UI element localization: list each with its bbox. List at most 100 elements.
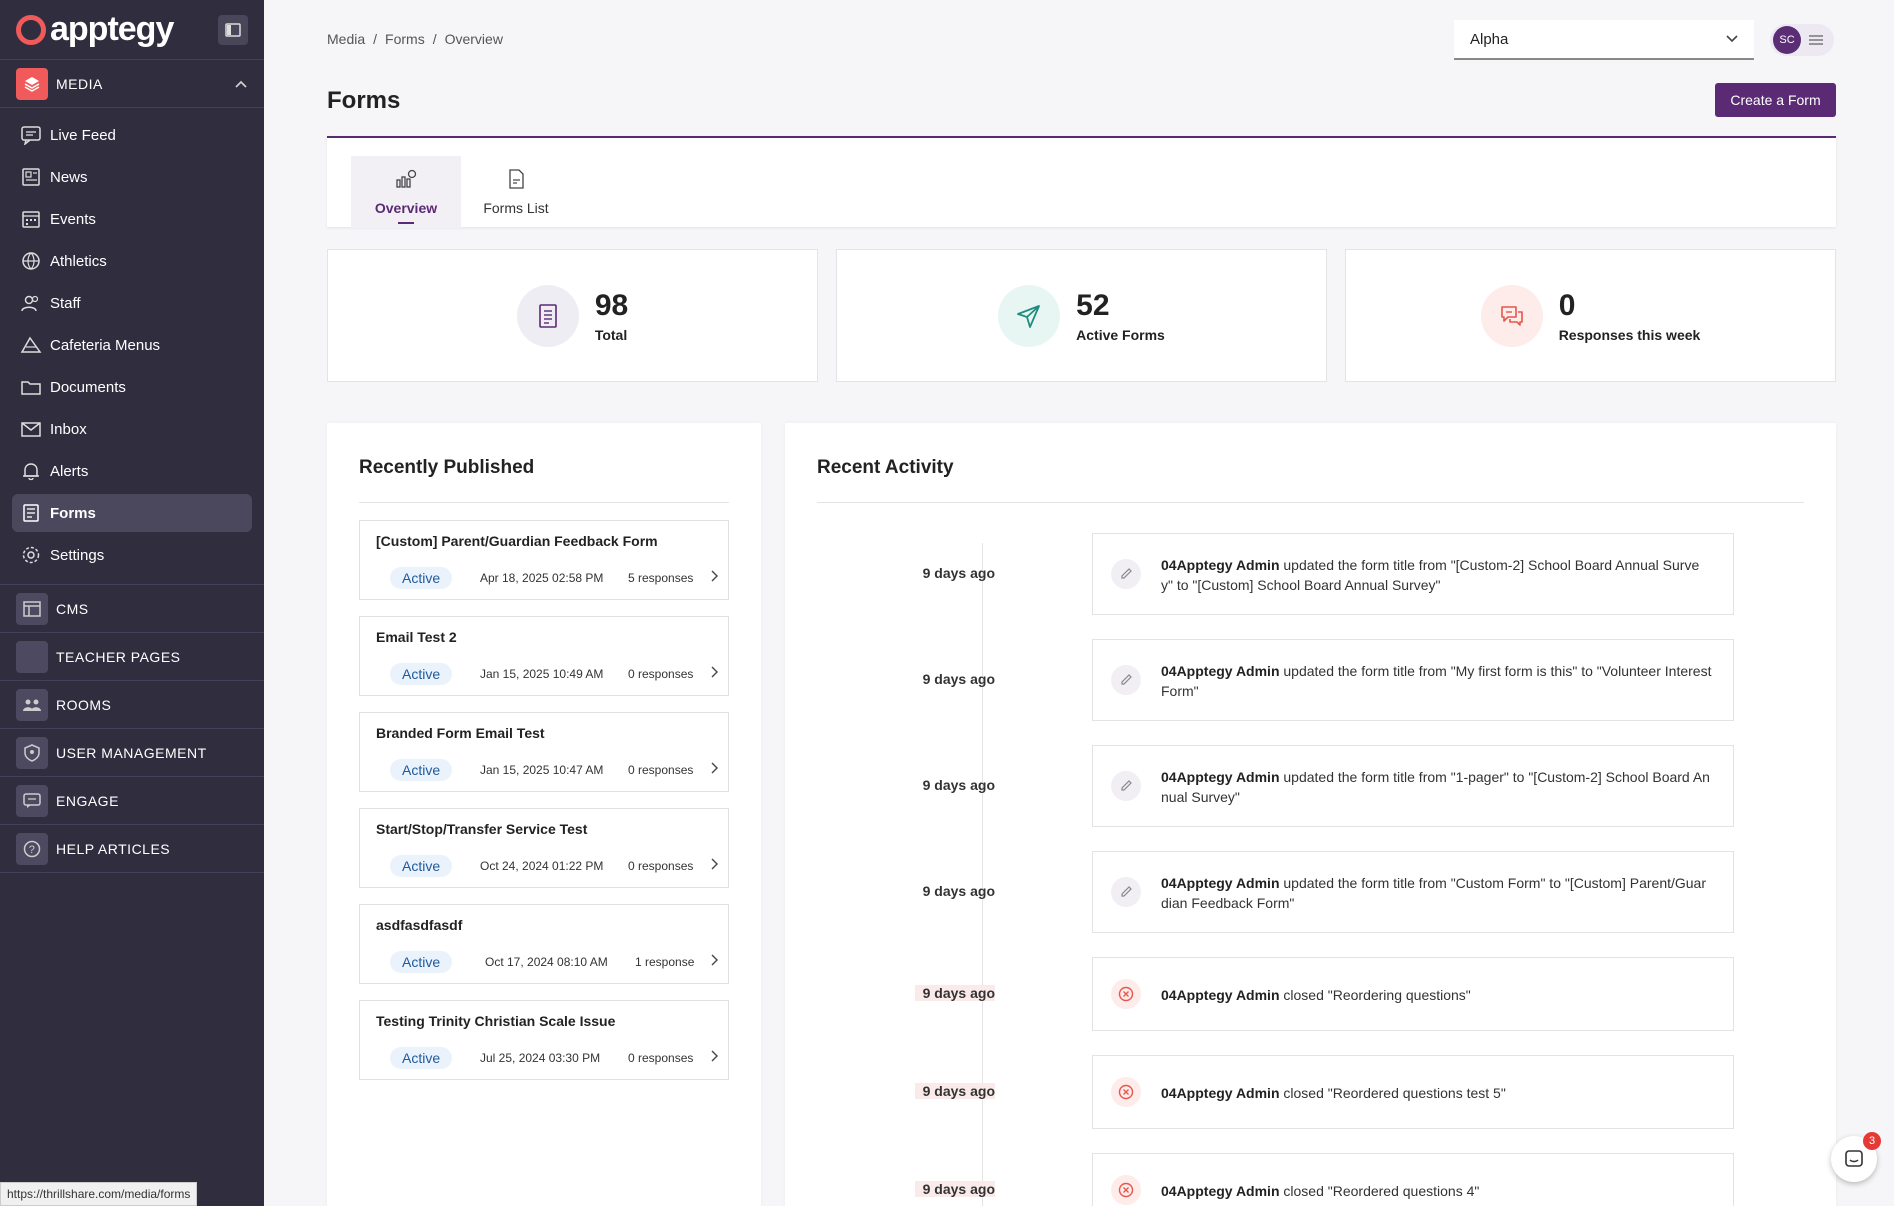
activity-actor: 04Apptegy Admin (1161, 987, 1280, 1003)
list-item[interactable]: Start/Stop/Transfer Service Test Active … (359, 808, 729, 888)
activity-description: updated the form title from "[Custom-2] … (1161, 557, 1700, 593)
create-form-button[interactable]: Create a Form (1715, 83, 1836, 117)
school-select[interactable]: Alpha (1454, 20, 1754, 60)
activity-time: 9 days ago (915, 985, 995, 1001)
section-help-articles-label: HELP ARTICLES (56, 840, 171, 857)
activity-item: 04Apptegy Admin updated the form title f… (1092, 639, 1734, 721)
activity-time: 9 days ago (915, 1083, 995, 1099)
section-cms[interactable]: CMS (0, 585, 264, 633)
sidebar-item-label: Forms (50, 504, 96, 522)
activity-item: 04Apptegy Admin closed "Reordered questi… (1092, 1153, 1734, 1206)
activity-actor: 04Apptegy Admin (1161, 875, 1280, 891)
sidebar-item-live-feed[interactable]: Live Feed (12, 116, 252, 154)
activity-item: 04Apptegy Admin closed "Reordering quest… (1092, 957, 1734, 1031)
sidebar-item-documents[interactable]: Documents (12, 368, 252, 406)
engage-section-icon (16, 784, 48, 817)
section-help-articles[interactable]: ? HELP ARTICLES (0, 825, 264, 873)
brand-name: apptegy (50, 10, 174, 48)
main-content: Media / Forms / Overview Alpha SC Forms Crea… (264, 0, 1894, 1206)
activity-description: closed "Reordered questions 4" (1279, 1183, 1480, 1199)
section-media[interactable]: MEDIA (0, 60, 264, 108)
form-date: Apr 18, 2025 02:58 PM (480, 571, 604, 585)
close-circle-icon (1111, 1077, 1141, 1107)
sidebar-item-cafeteria-menus[interactable]: Cafeteria Menus (12, 326, 252, 364)
pencil-icon (1111, 877, 1141, 907)
staff-icon (21, 295, 39, 312)
user-management-section-icon (16, 736, 48, 769)
chevron-right-icon (711, 570, 718, 582)
teacher-pages-section-icon (16, 640, 48, 673)
stat-card-active-forms: 52 Active Forms (836, 249, 1327, 382)
list-item[interactable]: Email Test 2 Active Jan 15, 2025 10:49 A… (359, 616, 729, 696)
sidebar-item-forms[interactable]: Forms (12, 494, 252, 532)
activity-item: 04Apptegy Admin updated the form title f… (1092, 745, 1734, 827)
list-item[interactable]: asdfasdfasdf Active Oct 17, 2024 08:10 A… (359, 904, 729, 984)
section-engage[interactable]: ENGAGE (0, 777, 264, 825)
status-badge: Active (390, 567, 453, 589)
section-rooms[interactable]: ROOMS (0, 681, 264, 729)
stat-label: Responses this week (1558, 326, 1701, 343)
media-nav-list: Live Feed News Events Athletics Staff Ca… (0, 108, 264, 585)
logo-row: apptegy (0, 0, 264, 60)
user-menu[interactable]: SC (1770, 24, 1834, 56)
activity-item: 04Apptegy Admin closed "Reordered questi… (1092, 1055, 1734, 1129)
rooms-section-icon (16, 688, 48, 721)
activity-actor: 04Apptegy Admin (1161, 769, 1280, 785)
divider (817, 502, 1804, 503)
forms-icon (23, 504, 39, 522)
cafeteria-icon (20, 336, 42, 353)
sidebar-item-events[interactable]: Events (12, 200, 252, 238)
help-section-icon: ? (16, 832, 48, 865)
status-badge: Active (390, 759, 453, 781)
chevron-up-icon (235, 80, 247, 88)
stat-label: Total (594, 326, 628, 343)
tab-forms-list[interactable]: Forms List (461, 156, 571, 228)
gear-icon (22, 546, 40, 564)
sidebar-item-athletics[interactable]: Athletics (12, 242, 252, 280)
sidebar-item-staff[interactable]: Staff (12, 284, 252, 322)
status-badge: Active (390, 663, 453, 685)
document-icon (516, 284, 579, 347)
recent-activity-panel: Recent Activity 9 days ago 04Apptegy Adm… (785, 423, 1836, 1206)
tab-overview[interactable]: Overview (351, 156, 461, 228)
unread-badge: 3 (1863, 1132, 1881, 1150)
sidebar-item-label: Cafeteria Menus (50, 336, 161, 354)
list-item[interactable]: [Custom] Parent/Guardian Feedback Form A… (359, 520, 729, 600)
chevron-right-icon (711, 762, 718, 774)
sidebar-item-news[interactable]: News (12, 158, 252, 196)
athletics-icon (22, 252, 40, 270)
form-name: asdfasdfasdf (376, 917, 463, 933)
breadcrumb-forms[interactable]: Forms (385, 31, 425, 47)
stat-value: 0 (1558, 288, 1576, 322)
divider (359, 502, 729, 503)
section-media-label: MEDIA (56, 75, 103, 92)
section-teacher-pages[interactable]: TEACHER PAGES (0, 633, 264, 681)
sidebar-item-settings[interactable]: Settings (12, 536, 252, 574)
section-user-management-label: USER MANAGEMENT (56, 744, 207, 761)
panel-title: Recent Activity (817, 457, 954, 478)
breadcrumb-media[interactable]: Media (327, 31, 366, 47)
sidebar-item-alerts[interactable]: Alerts (12, 452, 252, 490)
activity-time: 9 days ago (922, 883, 995, 899)
collapse-sidebar-button[interactable] (218, 14, 248, 45)
apptegy-logo-icon (16, 14, 46, 45)
chevron-right-icon (711, 858, 718, 870)
bell-icon (23, 463, 39, 481)
chat-launcher-button[interactable]: 3 (1831, 1132, 1881, 1182)
activity-description: updated the form title from "Custom Form… (1161, 875, 1707, 911)
activity-time: 9 days ago (922, 565, 995, 581)
sidebar-item-inbox[interactable]: Inbox (12, 410, 252, 448)
school-select-value: Alpha (1470, 30, 1509, 48)
form-date: Oct 17, 2024 08:10 AM (485, 955, 608, 969)
sidebar-toggle-icon (225, 22, 241, 37)
section-user-management[interactable]: USER MANAGEMENT (0, 729, 264, 777)
sidebar-item-label: Settings (50, 546, 105, 564)
chat-icon (1845, 1150, 1863, 1167)
list-item[interactable]: Testing Trinity Christian Scale Issue Ac… (359, 1000, 729, 1080)
document-icon (509, 169, 524, 189)
tab-active-indicator (398, 222, 414, 224)
status-badge: Active (390, 1047, 453, 1069)
send-icon (998, 284, 1061, 347)
list-item[interactable]: Branded Form Email Test Active Jan 15, 2… (359, 712, 729, 792)
stat-value: 98 (594, 288, 629, 322)
